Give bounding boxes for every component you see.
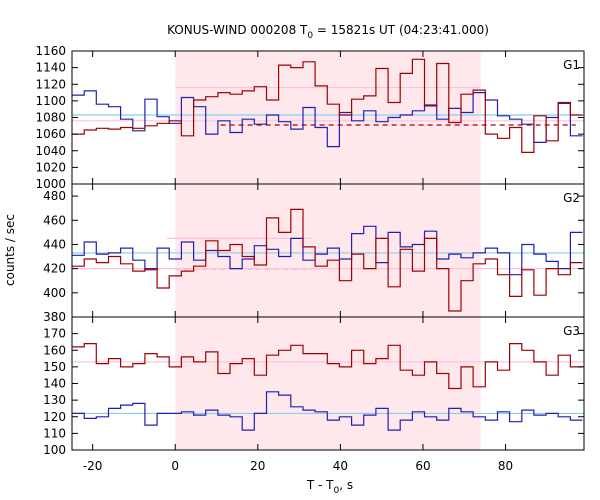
series-blue-g2 <box>72 225 583 276</box>
y-tick-label: 1120 <box>35 77 66 91</box>
x-tick-label: 80 <box>498 459 513 473</box>
panel-label: G2 <box>563 191 580 205</box>
y-tick-label: 420 <box>43 262 66 276</box>
panel-label: G3 <box>563 324 580 338</box>
y-tick-label: 130 <box>43 393 66 407</box>
chart-title-rest: = 15821s UT (04:23:41.000) <box>313 23 489 37</box>
panel-plot-area <box>72 58 584 153</box>
y-tick-label: 140 <box>43 377 66 391</box>
series-blue-g3 <box>72 391 583 431</box>
x-tick-label: 40 <box>333 459 348 473</box>
x-axis-title-subscript: 0 <box>334 486 340 496</box>
panel-plot-area <box>72 343 584 431</box>
chart-title: KONUS-WIND 000208 T0 = 15821s UT (04:23:… <box>167 23 489 41</box>
y-tick-label: 100 <box>43 443 66 457</box>
y-tick-label: 170 <box>43 327 66 341</box>
panels-layer: 100010201040106010801100112011401160G138… <box>35 44 585 473</box>
y-tick-label: 1160 <box>35 44 66 58</box>
y-tick-label: 400 <box>43 286 66 300</box>
panel-plot-area <box>72 208 584 312</box>
series-red-g3 <box>72 343 583 390</box>
panel-g2: 380 400 420 440 460 480 G2 <box>43 183 585 324</box>
y-tick-label: 110 <box>43 426 66 440</box>
y-tick-label: 150 <box>43 360 66 374</box>
y-tick-label: 1000 <box>35 177 66 191</box>
y-tick-label: 440 <box>43 237 66 251</box>
shaded-interval <box>175 51 481 184</box>
y-tick-label: 1100 <box>35 94 66 108</box>
x-tick-label: 0 <box>171 459 179 473</box>
y-tick-label: 1080 <box>35 111 66 125</box>
y-tick-label: 160 <box>43 343 66 357</box>
x-axis-title: T - T0, s <box>306 478 353 496</box>
y-tick-label: 480 <box>43 189 66 203</box>
series-red-g1 <box>72 58 583 153</box>
series-red-g2 <box>72 208 583 312</box>
y-tick-label: 1140 <box>35 61 66 75</box>
chart-title-main: KONUS-WIND 000208 T <box>167 23 308 37</box>
y-tick-label: 460 <box>43 213 66 227</box>
y-tick-label: 1040 <box>35 144 66 158</box>
y-tick-label: 120 <box>43 410 66 424</box>
x-tick-label: 20 <box>250 459 265 473</box>
panel-g3: 100 110 120 130 140 150 160 170 G3 <box>43 316 585 457</box>
shaded-interval <box>175 317 481 450</box>
series-blue-g1 <box>72 90 583 148</box>
x-axis-title-rest: , s <box>339 478 353 492</box>
panel-label: G1 <box>563 58 580 72</box>
y-tick-label: 1020 <box>35 160 66 174</box>
panel-g1: 1000 1020 1040 1060 1080 1100 1120 1140 1160 G1 <box>35 44 585 191</box>
x-tick-label: -20 <box>83 459 103 473</box>
y-tick-label: 1060 <box>35 127 66 141</box>
chart-title-subscript: 0 <box>307 31 313 41</box>
x-tick-label: 60 <box>415 459 430 473</box>
y-axis-title: counts / sec <box>3 214 17 286</box>
y-tick-label: 380 <box>43 310 66 324</box>
x-axis-title-main: T - T <box>306 478 334 492</box>
